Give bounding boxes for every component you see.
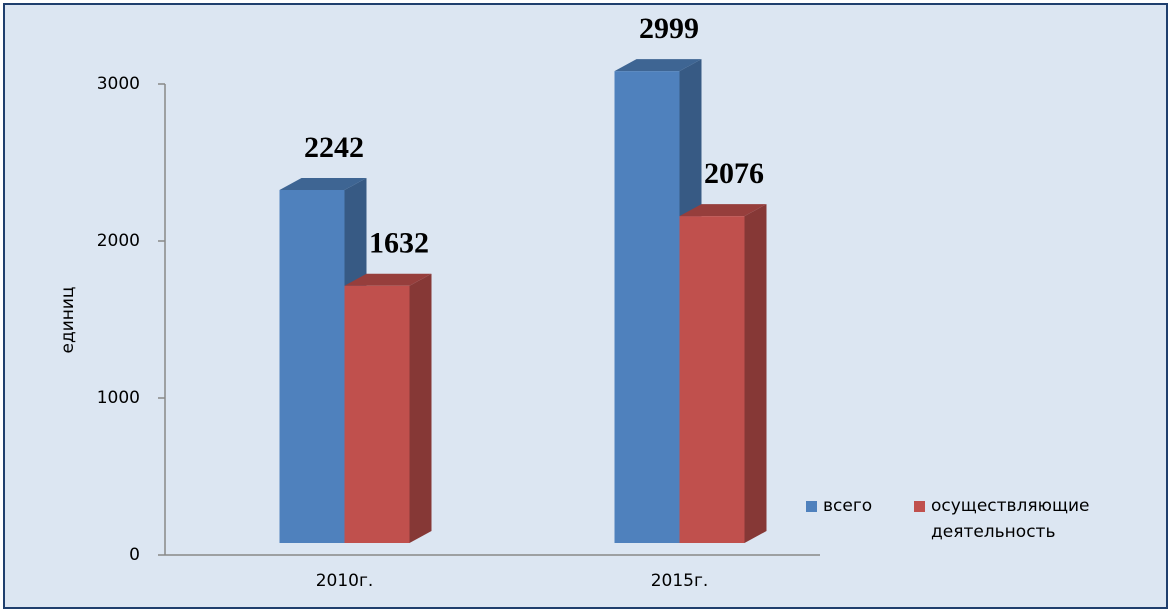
bar-top <box>679 204 767 217</box>
data-label: 2076 <box>704 157 764 190</box>
chart-background <box>3 3 1168 609</box>
data-label: 1632 <box>369 227 429 260</box>
legend-swatch <box>806 501 817 512</box>
bar-side <box>409 273 432 543</box>
legend-item: всего <box>806 493 906 519</box>
bar-front <box>279 190 345 544</box>
x-tick-label: 2015г. <box>651 571 709 591</box>
bar <box>344 273 432 543</box>
data-label: 2242 <box>304 131 364 164</box>
bar-front <box>614 71 680 544</box>
data-label: 2999 <box>639 12 699 45</box>
bar-front <box>344 285 410 543</box>
y-tick-label: 3000 <box>97 74 140 94</box>
y-axis-label: единиц <box>58 287 78 354</box>
bar-front <box>679 216 745 543</box>
legend-label: осуществляющие деятельность <box>931 496 1090 542</box>
bar-top <box>344 273 432 286</box>
legend-swatch <box>914 501 925 512</box>
y-tick-label: 0 <box>129 545 140 565</box>
bar-side <box>744 204 767 543</box>
legend-item: осуществляющие деятельность <box>914 493 1114 545</box>
x-tick-label: 2010г. <box>316 571 374 591</box>
y-tick-label: 2000 <box>97 231 140 251</box>
bar <box>679 204 767 543</box>
bar-top <box>279 178 367 191</box>
y-tick-label: 1000 <box>97 388 140 408</box>
legend-label: всего <box>823 496 873 516</box>
bar-top <box>614 59 702 72</box>
